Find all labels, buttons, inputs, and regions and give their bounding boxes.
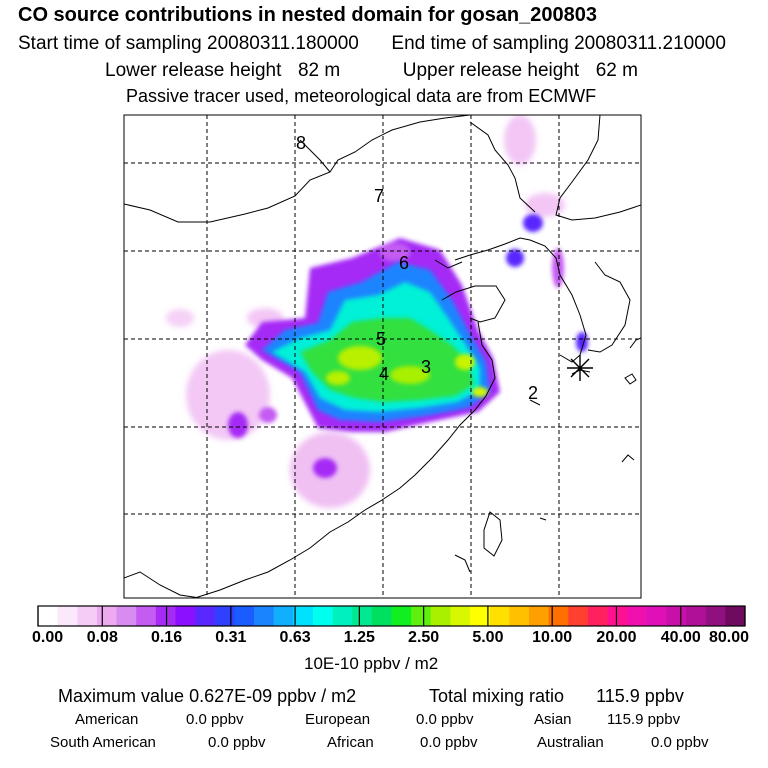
colorbar-tick-label: 2.50 (408, 629, 440, 646)
colorbar-cell (509, 606, 530, 626)
colorbar-cell (38, 606, 59, 626)
colorbar-cell (77, 606, 98, 626)
plot-title: CO source contributions in nested domain… (18, 4, 598, 26)
region-label-4: 4 (379, 364, 389, 384)
colorbar-cell (312, 606, 334, 626)
colorbar-cell (214, 606, 235, 626)
total-mixing-label: Total mixing ratio (429, 686, 565, 706)
colorbar-cell (96, 606, 118, 626)
region-name-australian: Australian (537, 734, 604, 751)
colorbar-tick-label: 40.00 (660, 629, 701, 646)
colorbar-cell (175, 606, 196, 626)
region-name-african: African (327, 734, 374, 751)
colorbar-cell (587, 606, 609, 626)
max-value-line: Maximum value 0.627E-09 ppbv / m2 (58, 686, 356, 707)
region-value-american: 0.0 ppbv (186, 711, 244, 728)
colorbar-units: 10E-10 ppbv / m2 (304, 654, 439, 673)
end-time-value: 20080311.210000 (574, 33, 726, 54)
colorbar-cell (705, 606, 726, 626)
colorbar-cell (293, 606, 314, 626)
total-mixing-line: Total mixing ratio 115.9 ppbv (429, 686, 684, 707)
colorbar-cell (489, 606, 510, 626)
colorbar-cells (38, 606, 746, 626)
lower-height-value: 82 m (297, 60, 341, 81)
colorbar-tick-label: 5.00 (472, 629, 504, 646)
colorbar-tick-label: 80.00 (708, 629, 750, 646)
colorbar-tick-label: 10.00 (532, 629, 573, 646)
region-name-asian: Asian (534, 711, 572, 728)
plume-low (166, 115, 565, 508)
colorbar-tick-label: 0.63 (279, 629, 311, 646)
colorbar-cell (352, 606, 373, 626)
colorbar-cell (666, 606, 687, 626)
colorbar-cell (391, 606, 412, 626)
colorbar-cell (371, 606, 392, 626)
region-value-south-american: 0.0 ppbv (208, 734, 266, 751)
max-value: 0.627E-09 ppbv / m2 (189, 686, 357, 706)
region-label-6: 6 (399, 253, 409, 273)
colorbar-cell (57, 606, 78, 626)
end-time-label: End time of sampling (391, 33, 569, 54)
colorbar-cell (411, 606, 432, 626)
colorbar-tick-label: 0.31 (215, 629, 247, 646)
colorbar-cell (155, 606, 176, 626)
colorbar-cell (470, 606, 491, 626)
region-label-8: 8 (296, 133, 306, 153)
total-mixing-value: 115.9 ppbv (596, 686, 684, 706)
start-time-value: 20080311.180000 (207, 33, 359, 54)
tracer-note: Passive tracer used, meteorological data… (126, 86, 597, 106)
region-value-european: 0.0 ppbv (416, 711, 474, 728)
region-name-european: European (305, 711, 371, 728)
colorbar-cell (568, 606, 589, 626)
colorbar-cell (116, 606, 137, 626)
coastlines (124, 115, 641, 598)
colorbar-cell (548, 606, 569, 626)
colorbar-cell (254, 606, 275, 626)
receptor-asterisk-icon (567, 355, 593, 381)
colorbar-cell (627, 606, 648, 626)
region-label-5: 5 (376, 329, 386, 349)
region-name-american: American (75, 711, 139, 728)
colorbar-cell (195, 606, 216, 626)
colorbar-cell (136, 606, 157, 626)
region-labels: 8 7 6 5 4 3 2 (296, 133, 538, 403)
colorbar-cell (646, 606, 667, 626)
map-frame (123, 114, 642, 599)
region-value-asian: 115.9 ppbv (607, 711, 681, 728)
plume-peak (326, 346, 488, 397)
colorbar-cell (450, 606, 471, 626)
region-label-7: 7 (374, 186, 384, 206)
release-heights: Lower release height 82 m Upper release … (105, 60, 638, 82)
colorbar-ticks (37, 606, 746, 626)
sampling-times: Start time of sampling 20080311.180000 E… (18, 33, 726, 55)
max-value-label: Maximum value (58, 686, 185, 706)
colorbar-cell (725, 606, 746, 626)
region-name-south-american: South American (50, 734, 156, 751)
region-value-australian: 0.0 ppbv (651, 734, 709, 751)
colorbar-cell (607, 606, 628, 626)
colorbar-cell (528, 606, 550, 626)
colorbar-tick-label: 20.00 (596, 629, 637, 646)
colorbar-tick-label: 1.25 (343, 629, 375, 646)
region-value-african: 0.0 ppbv (420, 734, 478, 751)
colorbar-cell (273, 606, 294, 626)
colorbar-cell (332, 606, 353, 626)
colorbar-cell (686, 606, 707, 626)
colorbar-tick-label: 0.16 (150, 629, 183, 646)
start-time-label: Start time of sampling (18, 33, 202, 54)
colorbar-tick-label: 0.00 (32, 629, 64, 646)
upper-height-label: Upper release height (402, 60, 580, 81)
region-label-2: 2 (528, 383, 538, 403)
region-label-3: 3 (421, 357, 431, 377)
colorbar-cell (234, 606, 255, 626)
colorbar-cell (430, 606, 451, 626)
upper-height-value: 62 m (595, 60, 638, 81)
colorbar-tick-label: 0.08 (86, 629, 118, 646)
lower-height-label: Lower release height (105, 60, 282, 81)
